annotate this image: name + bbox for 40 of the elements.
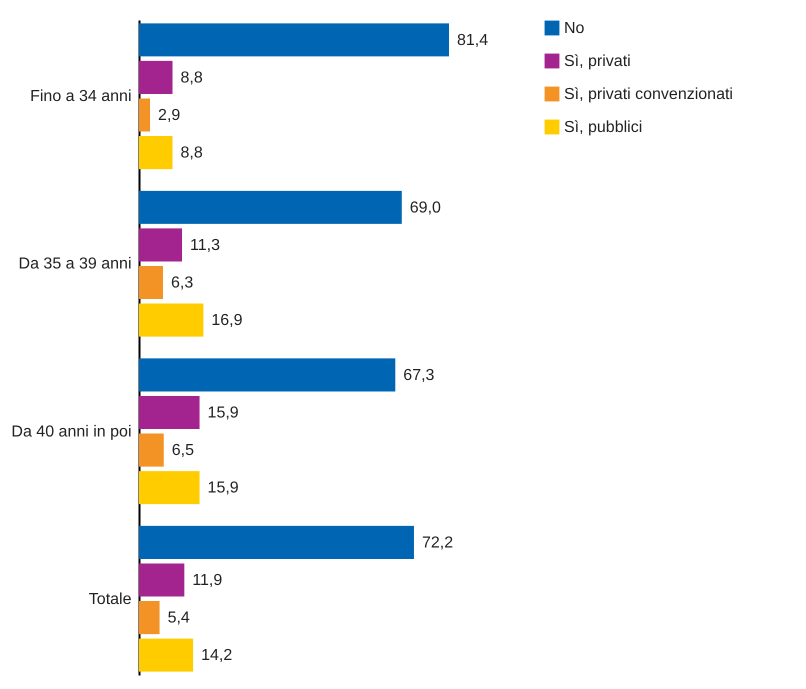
data-label: 15,9 <box>208 480 239 497</box>
y-tick-label: Da 35 a 39 anni <box>18 256 132 273</box>
data-label: 81,4 <box>457 32 488 49</box>
data-label: 11,9 <box>192 572 222 589</box>
bar <box>139 136 173 170</box>
legend-label: Sì, pubblici <box>564 119 642 136</box>
data-label: 67,3 <box>403 366 435 384</box>
bar <box>139 638 194 672</box>
bar <box>139 304 204 337</box>
bar <box>139 358 396 392</box>
bar <box>139 471 200 504</box>
bar <box>139 190 402 224</box>
bar <box>139 60 173 94</box>
bar <box>139 396 200 430</box>
data-label: 16,9 <box>211 312 243 330</box>
bar <box>139 23 449 56</box>
data-label: 5,4 <box>168 610 190 627</box>
bar <box>139 266 163 300</box>
data-label: 8,8 <box>180 144 203 162</box>
y-tick-label: Da 40 anni in poi <box>11 423 132 440</box>
bar <box>139 601 160 634</box>
y-tick-label: Fino a 34 anni <box>30 88 132 106</box>
y-tick-label: Totale <box>88 590 132 608</box>
data-label: 72,2 <box>422 534 454 552</box>
legend-label: Sì, privati convenzionati <box>564 86 733 103</box>
data-label: 8,8 <box>180 69 203 86</box>
bar <box>139 563 184 597</box>
bar <box>139 434 164 467</box>
legend-label: No <box>564 20 585 37</box>
data-label: 15,9 <box>208 404 239 422</box>
data-label: 6,5 <box>172 442 194 460</box>
data-label: 11,3 <box>190 236 220 254</box>
data-label: 14,2 <box>201 647 232 664</box>
bar <box>139 526 414 559</box>
data-label: 69,0 <box>410 199 442 216</box>
bar <box>139 98 150 132</box>
data-label: 2,9 <box>158 107 180 124</box>
data-label: 6,3 <box>170 274 194 292</box>
bar <box>139 228 182 262</box>
legend-label: Sì, privati <box>564 53 631 70</box>
